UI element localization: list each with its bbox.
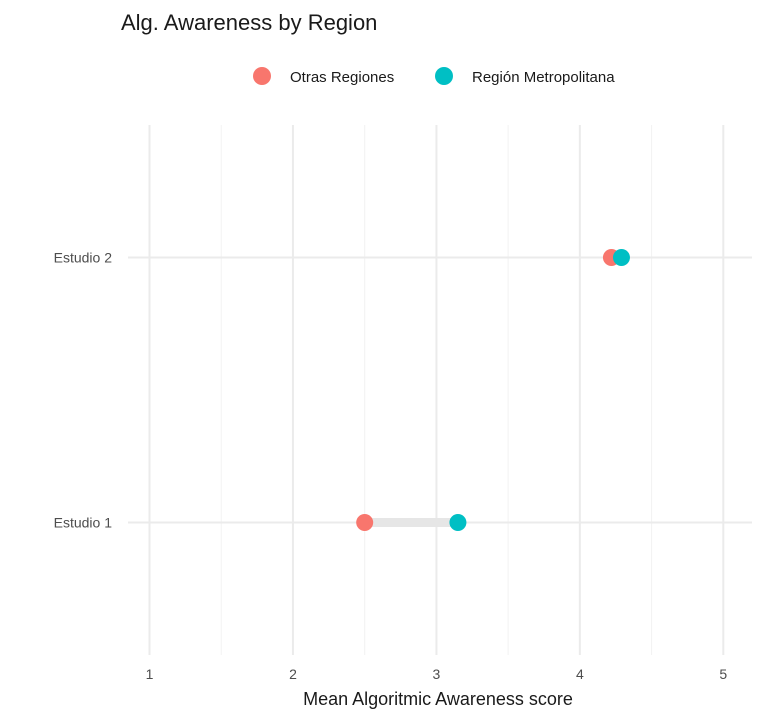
- x-tick-label: 4: [576, 666, 584, 682]
- legend-swatch-region-metropolitana: [435, 67, 453, 85]
- data-point: [449, 514, 467, 531]
- legend-label-otras-regiones: Otras Regiones: [290, 69, 394, 86]
- y-tick-label: Estudio 1: [54, 515, 113, 531]
- x-axis-title: Mean Algoritmic Awareness score: [303, 689, 573, 709]
- data-point: [356, 514, 374, 531]
- y-axis-tick-labels: Estudio 1 Estudio 2: [54, 250, 113, 531]
- gridlines: [128, 125, 752, 655]
- legend-label-region-metropolitana: Región Metropolitana: [472, 69, 615, 86]
- legend: Otras Regiones Región Metropolitana: [253, 67, 615, 86]
- x-tick-label: 1: [146, 666, 154, 682]
- y-tick-label: Estudio 2: [54, 250, 113, 266]
- chart-title: Alg. Awareness by Region: [121, 10, 377, 35]
- plot-area: [128, 125, 752, 655]
- x-tick-label: 3: [433, 666, 441, 682]
- legend-swatch-otras-regiones: [253, 67, 271, 85]
- data-points: [356, 249, 630, 531]
- x-tick-label: 5: [719, 666, 727, 682]
- dumbbell-segments: [364, 253, 622, 527]
- data-point: [612, 249, 630, 266]
- x-tick-label: 2: [289, 666, 297, 682]
- x-axis-tick-labels: 1 2 3 4 5: [146, 666, 728, 682]
